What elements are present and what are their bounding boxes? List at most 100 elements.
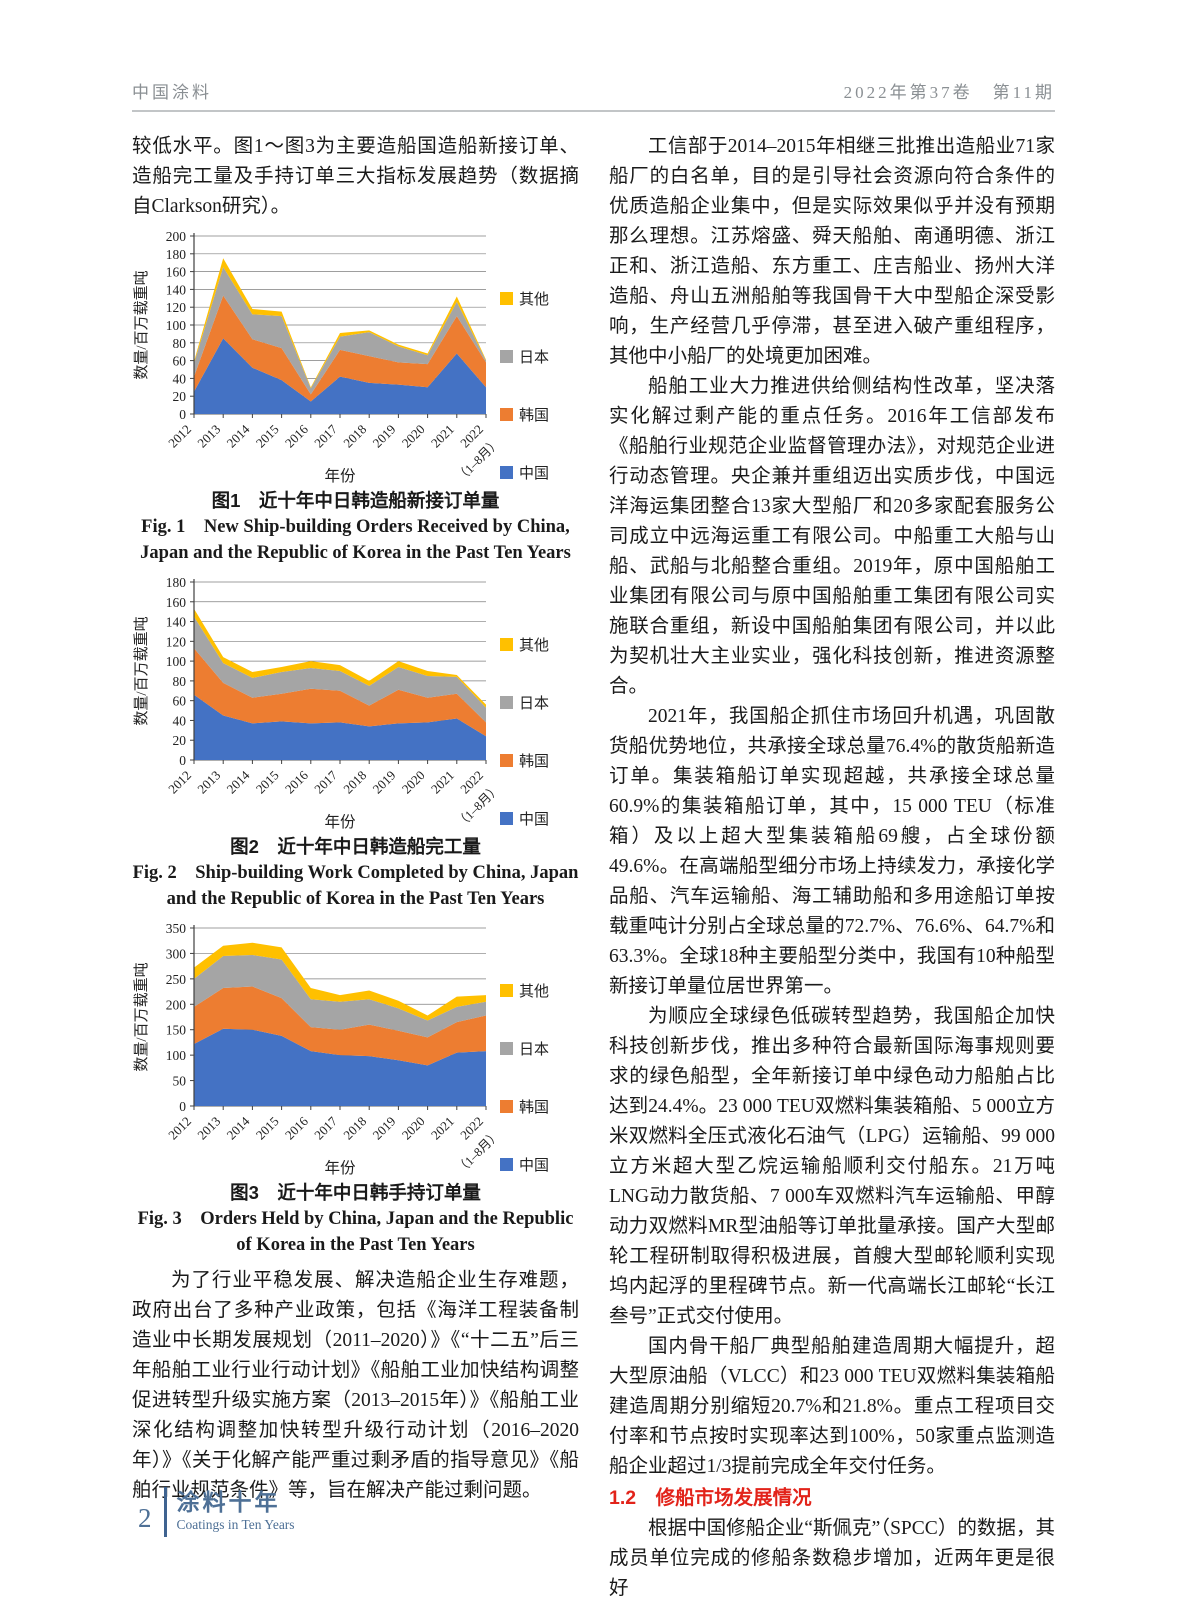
svg-text:20: 20 [173,733,187,748]
svg-text:2021: 2021 [428,422,457,451]
paragraph-2021-market: 2021年，我国船企抓住市场回升机遇，巩固散货船优势地位，共承接全球总量76.4… [609,706,1055,997]
svg-text:80: 80 [173,674,187,689]
svg-text:150: 150 [166,1023,187,1038]
figure2-caption-zh: 图2 近十年中日韩造船完工量 [230,836,481,857]
footer-brand-en: Coatings in Ten Years [176,1517,295,1532]
figure-3: 0 50 100 150 200 250 300 350 2012 2013 2014 2015 201… [132,920,579,1258]
svg-text:2015: 2015 [253,768,282,797]
svg-text:100: 100 [166,318,187,333]
svg-text:0: 0 [179,753,186,768]
svg-text:0: 0 [179,1099,186,1114]
svg-text:120: 120 [166,300,187,315]
svg-text:其他: 其他 [519,637,549,654]
svg-text:数量/百万载重吨: 数量/百万载重吨 [133,962,150,1071]
svg-text:2019: 2019 [370,1114,399,1143]
paragraph-whitelist: 工信部于2014–2015年相继三批推出造船业71家船厂的白名单，目的是引导社会… [609,136,1055,367]
svg-text:2019: 2019 [370,422,399,451]
figure1-caption: 图1 近十年中日韩造船新接订单量 Fig. 1 New Ship-buildin… [132,488,579,566]
svg-text:2014: 2014 [224,1113,253,1142]
policy-paragraph: 为了行业平稳发展、解决造船企业生存难题，政府出台了多种产业政策，包括《海洋工程装… [132,1270,579,1501]
footer-brand-zh: 涂料十年 [176,1490,281,1515]
svg-text:140: 140 [166,615,187,630]
svg-text:2016: 2016 [282,767,311,796]
svg-text:年份: 年份 [324,467,356,485]
svg-text:0: 0 [179,407,186,422]
svg-text:2013: 2013 [194,768,223,797]
svg-text:180: 180 [166,247,187,262]
svg-text:中国: 中国 [519,465,549,482]
svg-text:日本: 日本 [519,695,549,712]
svg-text:60: 60 [173,354,187,369]
paragraph-green-ships: 为顺应全球绿色低碳转型趋势，我国船企加快科技创新步伐，推出多种符合最新国际海事规… [609,1006,1055,1327]
right-column: 工信部于2014–2015年相继三批推出造船业71家船厂的白名单，目的是引导社会… [609,132,1055,1604]
svg-text:年份: 年份 [324,813,356,831]
section-heading-1-2: 1.2 修船市场发展情况 [609,1487,812,1509]
figure1-caption-zh: 图1 近十年中日韩造船新接订单量 [211,490,500,511]
page-header: 中国涂料 2022年第37卷 第11期 [132,78,1055,112]
svg-text:年份: 年份 [324,1159,356,1177]
figure3-caption-zh: 图3 近十年中日韩手持订单量 [230,1182,481,1203]
svg-text:2012: 2012 [165,768,194,797]
svg-text:2013: 2013 [194,422,223,451]
svg-text:日本: 日本 [519,349,549,366]
paragraph-build-cycle: 国内骨干船厂典型船舶建造周期大幅提升，超大型原油船（VLCC）和23 000 T… [609,1336,1055,1477]
svg-text:2017: 2017 [311,767,340,796]
svg-text:120: 120 [166,634,187,649]
svg-text:韩国: 韩国 [519,753,549,770]
svg-text:中国: 中国 [519,1157,549,1174]
svg-text:2020: 2020 [399,768,428,797]
svg-text:数量/百万载重吨: 数量/百万载重吨 [133,616,150,725]
svg-text:2020: 2020 [399,1114,428,1143]
svg-text:200: 200 [166,229,187,244]
svg-text:160: 160 [166,265,187,280]
svg-text:2019: 2019 [370,768,399,797]
svg-text:2012: 2012 [165,1114,194,1143]
svg-text:2015: 2015 [253,422,282,451]
svg-text:250: 250 [166,972,187,987]
svg-text:其他: 其他 [519,983,549,1000]
svg-text:2013: 2013 [194,1114,223,1143]
svg-text:2018: 2018 [340,768,369,797]
page-footer: 2 涂料十年 Coatings in Ten Years [132,1487,295,1537]
intro-paragraph: 较低水平。图1～图3为主要造船国造船新接订单、造船完工量及手持订单三大指标发展趋… [132,136,579,217]
svg-text:韩国: 韩国 [519,1099,549,1116]
svg-text:韩国: 韩国 [519,407,549,424]
svg-text:200: 200 [166,997,187,1012]
svg-text:2021: 2021 [428,1114,457,1143]
svg-text:2018: 2018 [340,1114,369,1143]
svg-text:350: 350 [166,921,187,936]
figure-1: 0 20 40 60 80 100 120 140 160 180 200 2012 2013 2014 2… [132,228,579,566]
footer-divider [163,1487,167,1537]
figure-2: 0 20 40 60 80 100 120 140 160 180 2012 2013 2014 2015… [132,574,579,912]
journal-name: 中国涂料 [132,83,212,102]
svg-text:2020: 2020 [399,422,428,451]
svg-text:100: 100 [166,1048,187,1063]
figure3-caption: 图3 近十年中日韩手持订单量 Fig. 3 Orders Held by Chi… [132,1180,579,1258]
svg-text:40: 40 [173,713,187,728]
svg-text:2018: 2018 [340,422,369,451]
svg-text:100: 100 [166,654,187,669]
svg-text:60: 60 [173,694,187,709]
svg-text:80: 80 [173,336,187,351]
footer-brand: 涂料十年 Coatings in Ten Years [167,1490,295,1534]
svg-text:180: 180 [166,575,187,590]
figure2-caption: 图2 近十年中日韩造船完工量 Fig. 2 Ship-building Work… [132,834,579,912]
svg-text:140: 140 [166,282,187,297]
svg-text:2016: 2016 [282,421,311,450]
figure3-caption-en: Fig. 3 Orders Held by China, Japan and t… [137,1209,574,1255]
figure1-caption-en: Fig. 1 New Ship-building Orders Received… [140,517,571,563]
figure2-stacked-area-chart: 0 20 40 60 80 100 120 140 160 180 2012 2013 2014 2015… [133,575,549,831]
svg-text:300: 300 [166,946,187,961]
svg-text:20: 20 [173,389,187,404]
svg-text:2021: 2021 [428,768,457,797]
issue-info: 2022年第37卷 第11期 [843,83,1055,102]
svg-text:2014: 2014 [224,767,253,796]
svg-text:2014: 2014 [224,421,253,450]
svg-text:其他: 其他 [519,291,549,308]
svg-text:160: 160 [166,595,187,610]
paragraph-ship-repair: 根据中国修船企业“斯佩克”（SPCC）的数据，其成员单位完成的修船条数稳步增加，… [609,1518,1055,1599]
paragraph-reform: 船舶工业大力推进供给侧结构性改革，坚决落实化解过剩产能的重点任务。2016年工信… [609,376,1055,697]
